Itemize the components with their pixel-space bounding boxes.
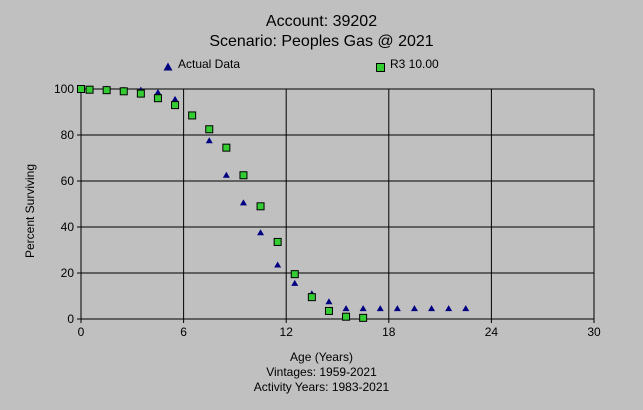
activity-years-note: Activity Years: 1983-2021 [253,380,390,394]
chart-subtitle: Scenario: Peoples Gas @ 2021 [209,33,434,50]
r3-curve-point [205,125,214,134]
x-tick-label: 30 [587,325,601,339]
x-tick-label: 18 [382,325,396,339]
r3-curve-point [239,171,248,180]
y-tick-label: 80 [61,128,75,142]
chart-title: Account: 39202 [265,13,378,30]
x-tick-label: 24 [485,325,499,339]
y-tick-label: 20 [61,266,75,280]
y-tick-label: 100 [54,82,74,96]
r3-curve-point [290,270,299,279]
r3-curve-point [188,111,197,120]
actual-data-point [205,137,213,144]
x-tick-label: 6 [180,325,187,339]
r3-curve-point [324,306,333,315]
actual-data-point [376,305,384,312]
actual-data-point [154,88,162,95]
actual-data-point [239,199,247,206]
actual-data-point [445,305,453,312]
r3-curve-point [359,313,368,322]
actual-data-point [171,95,179,102]
legend-actual-label: Actual Data [178,57,241,71]
actual-data-point [342,305,350,312]
legend-fit-label: R3 10.00 [390,57,439,71]
vintages-note: Vintages: 1959-2021 [266,365,377,379]
r3-curve-point [136,89,145,98]
r3-curve-point [119,87,128,96]
actual-data-point [257,229,265,236]
legend-square-icon [376,59,385,77]
r3-curve-point [102,86,111,95]
actual-data-point [291,279,299,286]
r3-curve-point [342,312,351,321]
r3-curve-point [273,237,282,246]
x-tick-label: 12 [280,325,294,339]
r3-curve-point [222,143,231,152]
x-axis-label: Age (Years) [290,350,353,364]
actual-data-point [462,305,470,312]
r3-curve-point [307,293,316,302]
actual-data-point [359,305,367,312]
actual-data-point [274,261,282,268]
actual-data-point [428,305,436,312]
y-tick-label: 40 [61,220,75,234]
r3-curve-point [85,85,94,94]
r3-curve-point [171,101,180,110]
r3-curve-point [256,202,265,211]
y-tick-label: 0 [67,312,74,326]
r3-curve-point [153,94,162,103]
actual-data-point [410,305,418,312]
actual-data-point [222,171,230,178]
x-tick-label: 0 [78,325,85,339]
actual-data-point [393,305,401,312]
actual-data-point [325,298,333,305]
y-axis-label: Percent Surviving [23,163,37,259]
r3-curve-point [77,85,85,93]
y-tick-label: 60 [61,174,75,188]
legend-triangle-icon [163,58,173,76]
